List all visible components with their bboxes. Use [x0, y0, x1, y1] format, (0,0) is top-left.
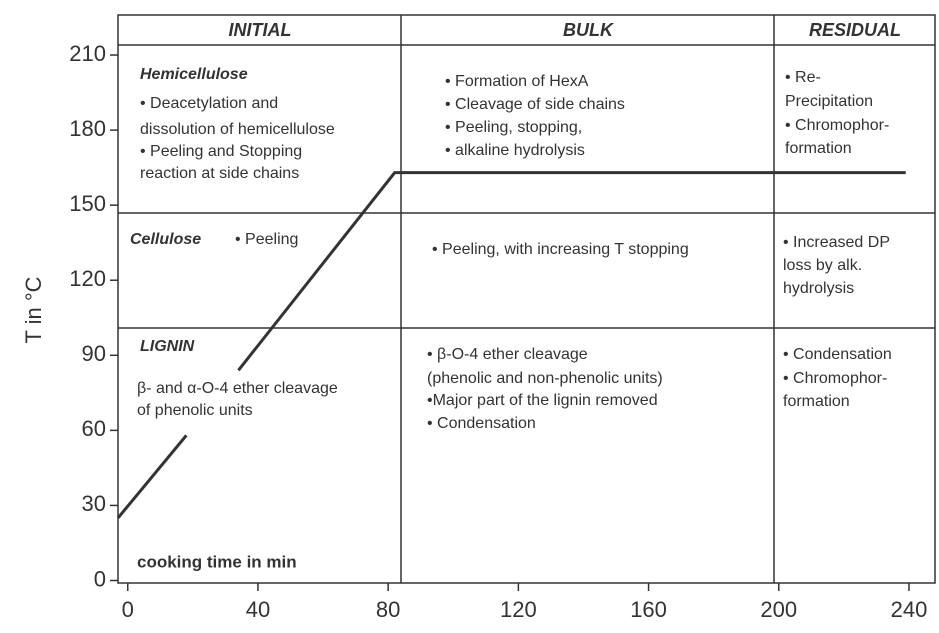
cell-text: loss by alk. [783, 257, 862, 274]
y-tick-label: 90 [82, 341, 106, 366]
cell-text: •Major part of the lignin removed [427, 392, 658, 409]
cell-text: • Peeling, stopping, [445, 119, 582, 136]
cell-text: • β-O-4 ether cleavage [427, 346, 588, 363]
cell-text: • Peeling [235, 231, 298, 248]
plot-frame [117, 14, 936, 584]
y-tick-label: 120 [69, 266, 106, 291]
y-tick-label: 150 [69, 191, 106, 216]
cell-text: • Chromophor- [783, 370, 887, 387]
x-tick-label: 240 [891, 597, 928, 622]
cell-text: • Peeling, with increasing T stopping [432, 241, 689, 258]
cell-text: formation [783, 393, 850, 410]
cell-text: • Peeling and Stopping [140, 143, 302, 160]
cell-text: hydrolysis [783, 280, 854, 297]
y-tick-label: 30 [82, 491, 106, 516]
phase-header: RESIDUAL [809, 20, 901, 40]
phase-header: BULK [563, 20, 615, 40]
y-tick-label: 60 [82, 416, 106, 441]
cell-text: formation [785, 140, 852, 157]
x-tick-label: 120 [500, 597, 537, 622]
y-tick-label: 210 [69, 41, 106, 66]
cell-text: • alkaline hydrolysis [445, 142, 585, 159]
cell-text: Precipitation [785, 93, 873, 110]
x-tick-label: 80 [376, 597, 400, 622]
x-tick-label: 40 [246, 597, 270, 622]
cell-text: • Condensation [427, 415, 536, 432]
cell-text: • Formation of HexA [445, 73, 589, 90]
cell-text: β- and α-O-4 ether cleavage [137, 380, 338, 397]
cell-text: (phenolic and non-phenolic units) [427, 370, 663, 387]
cell-text: • Re- [785, 69, 821, 86]
row-title: Cellulose [130, 231, 201, 248]
row-title: LIGNIN [140, 338, 195, 355]
x-tick-label: 160 [630, 597, 667, 622]
y-axis-label: T in °C [21, 276, 46, 343]
cell-text: reaction at side chains [140, 165, 299, 182]
phase-header: INITIAL [229, 20, 292, 40]
x-tick-label: 200 [760, 597, 797, 622]
x-axis-label: cooking time in min [137, 552, 297, 571]
y-tick-label: 0 [94, 566, 106, 591]
cell-text: • Condensation [783, 346, 892, 363]
cell-text: • Increased DP [783, 234, 890, 251]
cell-text: of phenolic units [137, 402, 253, 419]
y-tick-label: 180 [69, 116, 106, 141]
cell-text: dissolution of hemicellulose [140, 121, 335, 138]
x-tick-label: 0 [122, 597, 134, 622]
cell-text: • Cleavage of side chains [445, 96, 625, 113]
row-title: Hemicellulose [140, 66, 248, 83]
temperature-line [116, 171, 906, 519]
cell-text: • Deacetylation and [140, 95, 278, 112]
cell-text: • Chromophor- [785, 117, 889, 134]
